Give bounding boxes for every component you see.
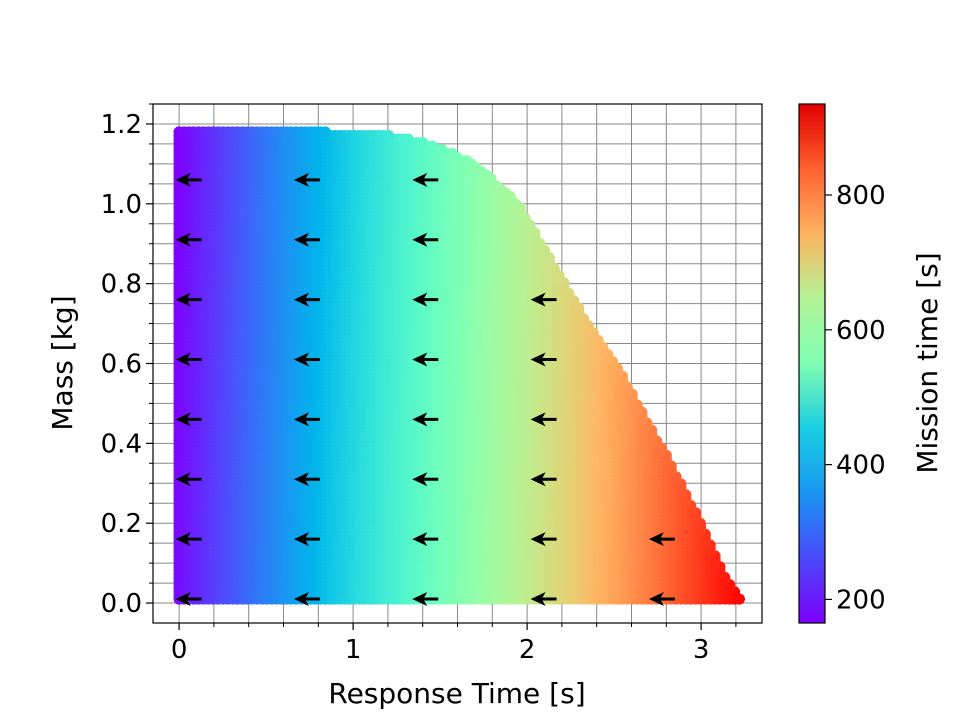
scatter-points — [173, 126, 745, 605]
plot-area — [152, 103, 763, 624]
